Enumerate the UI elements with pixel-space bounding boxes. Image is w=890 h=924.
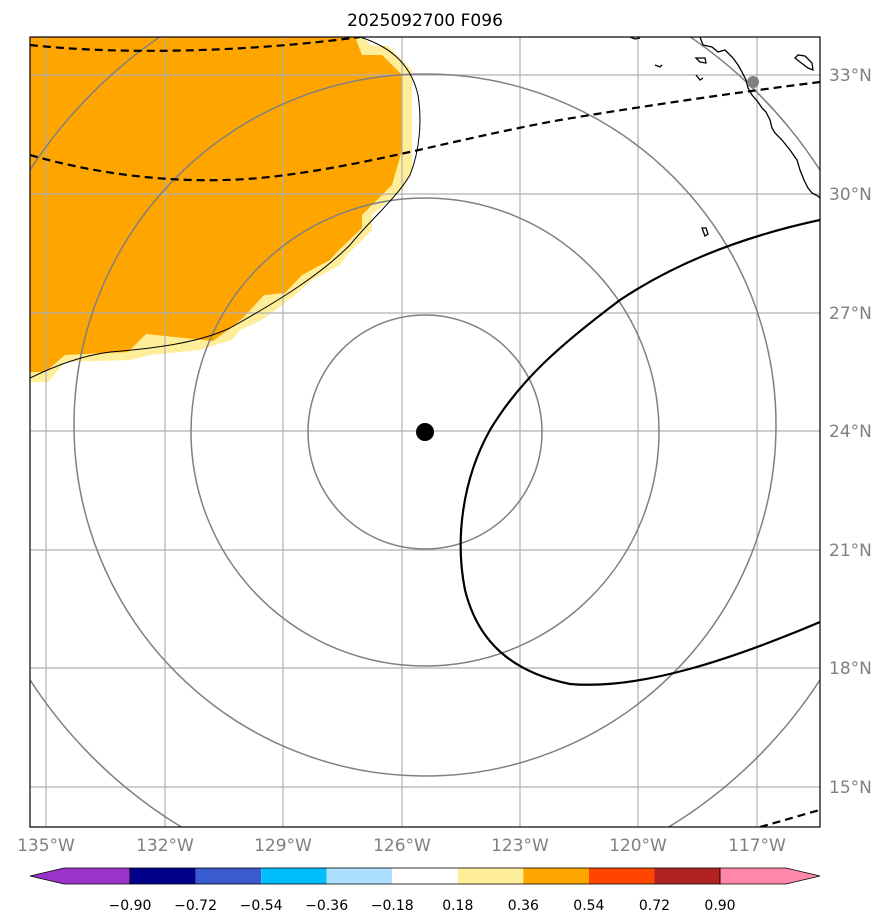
lon-tick-label: 120°W bbox=[609, 836, 667, 856]
reference-point-marker bbox=[747, 76, 759, 88]
lat-tick-label: 27°N bbox=[829, 304, 872, 324]
colorbar-tick-label: −0.36 bbox=[305, 898, 348, 914]
colorbar: −0.90 −0.72 −0.54 −0.36 −0.18 0.18 0.36 0.54 0.7… bbox=[29, 867, 821, 914]
colorbar-tick-label: −0.54 bbox=[240, 898, 283, 914]
colorbar-frame bbox=[129, 867, 721, 885]
colorbar-tick-label: 0.18 bbox=[442, 898, 473, 914]
colorbar-tick-label: 0.36 bbox=[508, 898, 539, 914]
colorbar-segment bbox=[392, 868, 458, 884]
colorbar-tick-label: −0.18 bbox=[371, 898, 414, 914]
colorbar-segment bbox=[130, 868, 196, 884]
lon-tick-label: 123°W bbox=[491, 836, 549, 856]
lon-tick-label: 117°W bbox=[728, 836, 786, 856]
colorbar-segment bbox=[326, 868, 393, 884]
lat-tick-label: 15°N bbox=[829, 778, 872, 798]
latitude-tick-labels: 33°N 30°N 27°N 24°N 21°N 18°N 15°N bbox=[829, 66, 872, 798]
colorbar-extension-low bbox=[29, 867, 131, 885]
colorbar-tick-label: 0.54 bbox=[573, 898, 604, 914]
lat-tick-label: 21°N bbox=[829, 541, 872, 561]
colorbar-segment bbox=[588, 868, 655, 884]
lon-tick-label: 126°W bbox=[373, 836, 431, 856]
colorbar-segment bbox=[457, 868, 524, 884]
colorbar-segment bbox=[523, 868, 589, 884]
field-boundary-line bbox=[30, 37, 421, 379]
lat-tick-label: 30°N bbox=[829, 185, 872, 205]
colorbar-segment bbox=[261, 868, 327, 884]
solid-contour bbox=[459, 218, 820, 686]
map-frame bbox=[29, 36, 821, 828]
colorbar-tick-label: −0.72 bbox=[174, 898, 217, 914]
map-area bbox=[30, 37, 820, 827]
colorbar-tick-label: 0.72 bbox=[639, 898, 670, 914]
lat-tick-label: 24°N bbox=[829, 422, 872, 442]
lat-tick-label: 18°N bbox=[829, 659, 872, 679]
lon-tick-label: 135°W bbox=[17, 836, 75, 856]
dashed-contours bbox=[30, 37, 820, 827]
lon-tick-label: 129°W bbox=[254, 836, 312, 856]
lon-tick-label: 132°W bbox=[136, 836, 194, 856]
lat-tick-label: 33°N bbox=[829, 66, 872, 86]
shaded-field bbox=[30, 37, 402, 372]
figure-title: 2025092700 F096 bbox=[347, 11, 503, 31]
colorbar-extension-high bbox=[719, 867, 821, 885]
range-rings bbox=[30, 37, 820, 827]
colorbar-tick-label: 0.90 bbox=[704, 898, 735, 914]
colorbar-segment bbox=[654, 868, 720, 884]
colorbar-segment bbox=[195, 868, 262, 884]
storm-center-dot bbox=[416, 423, 434, 441]
longitude-tick-labels: 135°W 132°W 129°W 126°W 123°W 120°W 117°… bbox=[17, 836, 786, 856]
coastline bbox=[629, 37, 820, 237]
colorbar-tick-label: −0.90 bbox=[109, 898, 152, 914]
